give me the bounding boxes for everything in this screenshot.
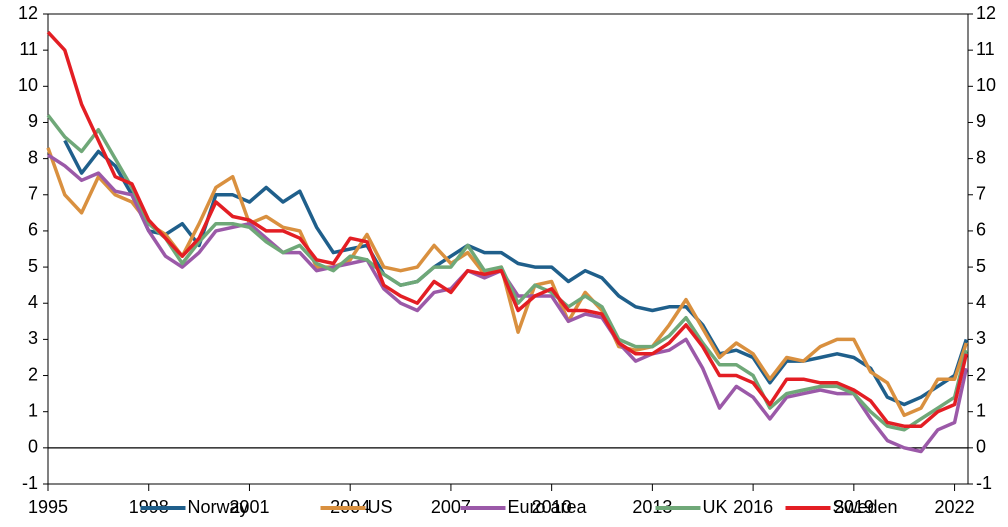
y2-tick-label: 0: [976, 437, 986, 457]
y2-tick-label: 11: [976, 39, 995, 59]
y2-tick-label: -1: [976, 473, 992, 493]
y-tick-label: 5: [28, 256, 38, 276]
y-tick-label: 10: [18, 75, 38, 95]
y-tick-label: 12: [18, 3, 38, 23]
y-tick-label: 9: [28, 111, 38, 131]
x-tick-label: 2007: [431, 497, 471, 517]
y2-tick-label: 8: [976, 147, 986, 167]
series-line: [47, 153, 969, 454]
y2-tick-label: 12: [976, 3, 996, 23]
y-tick-label: 4: [28, 292, 38, 312]
legend-label: UK: [703, 497, 728, 517]
y-tick-label: 1: [28, 400, 38, 420]
y-tick-label: 2: [28, 364, 38, 384]
legend-label: Euro area: [508, 497, 588, 517]
series-line: [46, 147, 968, 418]
y2-tick-label: 6: [976, 220, 986, 240]
y2-tick-label: 3: [976, 328, 986, 348]
x-tick-label: 2019: [834, 497, 874, 517]
series-line: [63, 139, 968, 407]
y2-tick-label: 2: [976, 364, 986, 384]
y-tick-label: 7: [28, 184, 38, 204]
legend-label: Sweden: [833, 497, 898, 517]
y-tick-label: 3: [28, 328, 38, 348]
legend-label: Norway: [188, 497, 249, 517]
x-tick-label: 2010: [532, 497, 572, 517]
y2-tick-label: 4: [976, 292, 986, 312]
series-line: [46, 30, 969, 428]
series-line: [46, 114, 968, 432]
legend-label: US: [368, 497, 393, 517]
y-tick-label: 8: [28, 147, 38, 167]
y-tick-label: -1: [22, 473, 38, 493]
y2-tick-label: 9: [976, 111, 986, 131]
x-tick-label: 2016: [733, 497, 773, 517]
y2-tick-label: 7: [976, 184, 986, 204]
x-tick-label: 2013: [632, 497, 672, 517]
y-tick-label: 11: [19, 39, 38, 59]
plot-frame: [47, 13, 969, 485]
y2-tick-label: 1: [976, 400, 986, 420]
y2-tick-label: 5: [976, 256, 986, 276]
y-tick-label: 0: [28, 437, 38, 457]
x-tick-label: 2001: [229, 497, 269, 517]
y-tick-label: 6: [28, 220, 38, 240]
x-tick-label: 1995: [28, 497, 68, 517]
x-tick-label: 2022: [935, 497, 975, 517]
y2-tick-label: 10: [976, 75, 996, 95]
